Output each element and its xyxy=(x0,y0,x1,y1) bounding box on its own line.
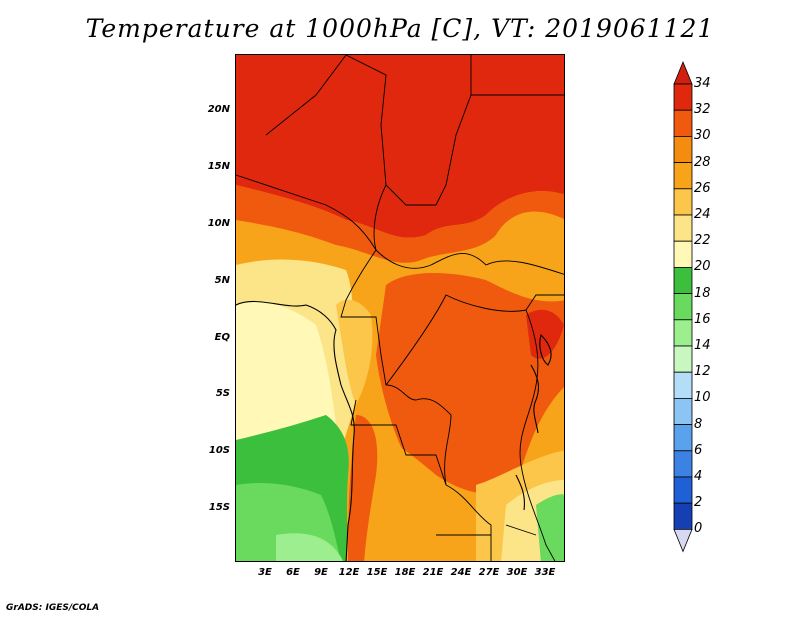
lat-label-10s: 10S xyxy=(208,445,230,456)
colorbar-label: 16 xyxy=(694,311,711,327)
country-borders xyxy=(236,55,564,561)
map-title: Temperature at 1000hPa [C], VT: 20190611… xyxy=(85,14,715,43)
colorbar-box xyxy=(673,214,693,242)
colorbar-box xyxy=(673,319,693,347)
lon-label-18e: 18E xyxy=(394,567,416,578)
colorbar-label: 30 xyxy=(694,128,711,144)
lon-label-3e: 3E xyxy=(258,567,272,578)
colorbar-label: 28 xyxy=(694,154,711,170)
colorbar-box xyxy=(673,266,693,294)
lat-label-5n: 5N xyxy=(214,275,230,286)
colorbar-box xyxy=(673,162,693,190)
colorbar-box xyxy=(673,424,693,452)
colorbar-box xyxy=(673,476,693,504)
field-32c-north xyxy=(236,55,564,238)
lon-label-15e: 15E xyxy=(366,567,388,578)
lon-label-30e: 30E xyxy=(506,567,528,578)
lon-label-33e: 33E xyxy=(534,567,556,578)
lon-label-6e: 6E xyxy=(286,567,300,578)
colorbar-label: 6 xyxy=(694,442,703,458)
colorbar-box xyxy=(673,293,693,321)
lon-label-27e: 27E xyxy=(478,567,500,578)
colorbar-label: 4 xyxy=(694,469,703,484)
colorbar-label: 34 xyxy=(694,76,711,91)
lon-label-21e: 21E xyxy=(422,567,444,578)
colorbar-label: 12 xyxy=(694,364,711,380)
field-30c-coastal xyxy=(348,415,378,561)
field-30c-north xyxy=(236,185,564,263)
field-28c-east xyxy=(486,211,564,302)
colorbar-box xyxy=(673,83,693,111)
field-32c-east xyxy=(526,309,564,359)
colorbar-label: 2 xyxy=(694,495,703,511)
colorbar-label: 14 xyxy=(694,338,711,353)
colorbar-box xyxy=(673,109,693,137)
lat-label-15s: 15S xyxy=(208,502,230,513)
colorbar-label: 8 xyxy=(694,416,703,432)
colorbar-box xyxy=(673,397,693,425)
colorbar xyxy=(673,60,693,553)
colorbar-label: 32 xyxy=(694,102,711,118)
lat-label-15n: 15N xyxy=(207,161,230,172)
colorbar-box xyxy=(673,502,693,530)
credit-text: GrADS: IGES/COLA xyxy=(6,603,100,613)
lat-label-5s: 5S xyxy=(215,388,230,399)
field-26c-coast xyxy=(336,299,373,405)
field-16c-corner xyxy=(276,533,343,561)
field-22c-ocean xyxy=(236,301,336,440)
colorbar-label: 26 xyxy=(694,180,711,196)
colorbar-box xyxy=(673,240,693,268)
colorbar-box xyxy=(673,371,693,399)
colorbar-label: 18 xyxy=(694,285,711,301)
temperature-field xyxy=(236,55,564,561)
colorbar-box xyxy=(673,188,693,216)
lon-label-24e: 24E xyxy=(450,567,472,578)
colorbar-label: 0 xyxy=(694,521,703,537)
lon-label-12e: 12E xyxy=(338,567,360,578)
colorbar-label: 10 xyxy=(694,390,711,406)
colorbar-label: 22 xyxy=(694,233,711,249)
field-20c-southeast xyxy=(536,494,564,561)
lon-label-9e: 9E xyxy=(314,567,328,578)
colorbar-box xyxy=(673,345,693,373)
temperature-map xyxy=(235,54,565,562)
colorbar-box xyxy=(673,136,693,164)
lat-label-20n: 20N xyxy=(207,104,230,115)
coastlines xyxy=(236,300,552,561)
field-30c-central xyxy=(376,273,564,496)
colorbar-under-triangle xyxy=(673,529,693,553)
lat-label-10n: 10N xyxy=(207,218,230,229)
colorbar-box xyxy=(673,450,693,478)
colorbar-label: 24 xyxy=(694,207,711,222)
colorbar-label: 20 xyxy=(694,259,711,275)
lat-label-eq: EQ xyxy=(214,332,230,343)
colorbar-over-triangle xyxy=(673,60,693,85)
